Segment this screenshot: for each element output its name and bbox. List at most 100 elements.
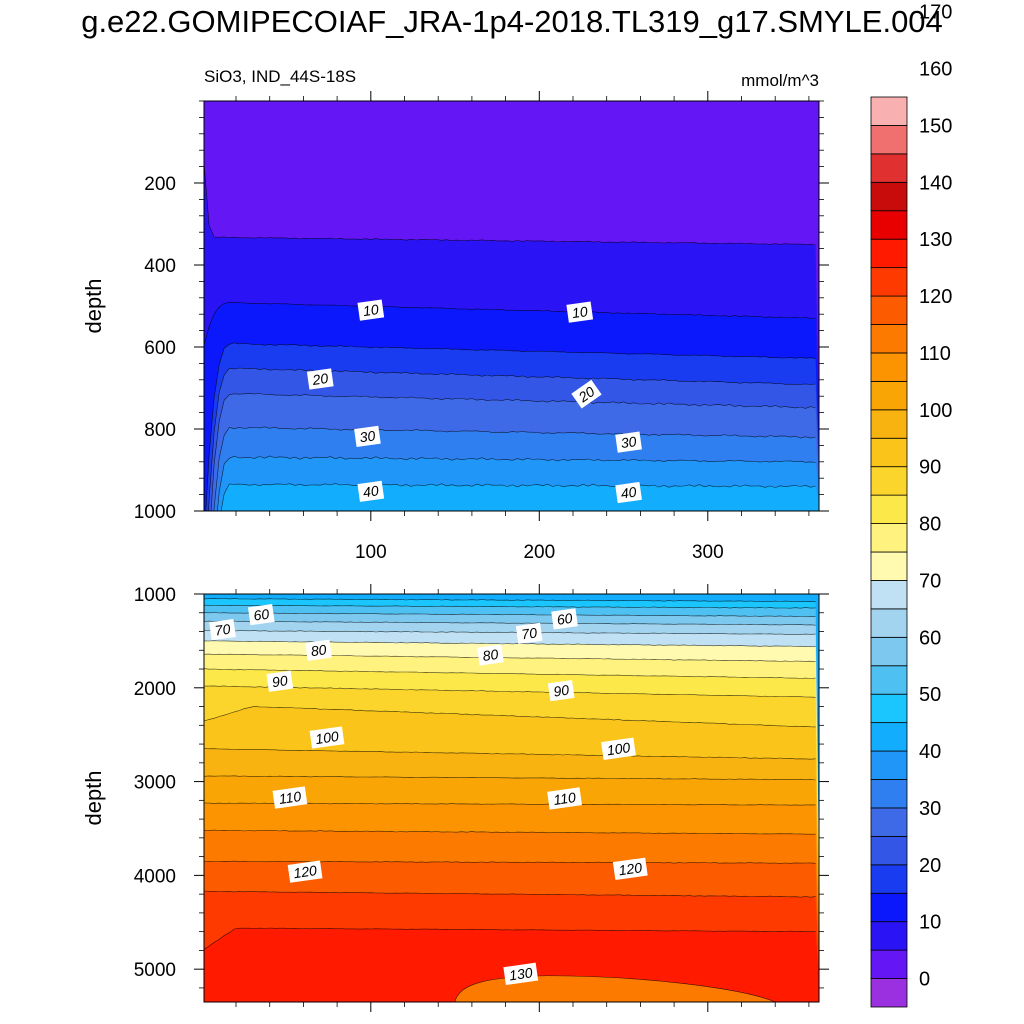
bottom-y-axis-label: depth xyxy=(81,770,106,825)
contour-label-text: 30 xyxy=(620,433,638,451)
contour-label-text: 120 xyxy=(292,862,318,881)
contour-label: 110 xyxy=(272,786,308,809)
contour-label-box xyxy=(357,299,385,321)
colorbar-swatch xyxy=(870,779,908,809)
contour-line xyxy=(220,483,816,511)
contour-label: 130 xyxy=(503,962,539,986)
colorbar-label: 60 xyxy=(919,627,941,649)
contour-label-box xyxy=(503,962,539,986)
contour-line xyxy=(204,630,816,635)
colorbar-label: 130 xyxy=(919,229,952,251)
contour-label: 30 xyxy=(615,431,642,453)
colorbar-swatch xyxy=(870,864,908,894)
contour-label-text: 30 xyxy=(359,427,377,445)
y-tick-label: 200 xyxy=(144,174,176,195)
contour-line xyxy=(204,890,816,898)
contour-label-box xyxy=(515,622,543,645)
colorbar-swatch xyxy=(870,238,908,269)
colorbar-label: 10 xyxy=(919,912,941,934)
contour-label-box xyxy=(287,860,323,883)
contour-label: 60 xyxy=(551,608,578,630)
colorbar-swatch xyxy=(870,949,908,979)
y-tick-label: 4000 xyxy=(134,866,176,887)
colorbar-swatch xyxy=(870,580,908,610)
colorbar-label: 50 xyxy=(919,684,941,706)
colorbar-label: 80 xyxy=(919,514,941,536)
x-tick-label: 300 xyxy=(692,542,724,563)
colorbar-swatch xyxy=(870,693,908,724)
colorbar-label: 0 xyxy=(919,969,930,991)
contour-label-box xyxy=(357,480,385,502)
contour-label-box xyxy=(354,425,381,447)
bottom-panel: 1000 2000 3000 4000 5000 60 60 70 70 80 80 90 90 100… xyxy=(81,584,829,1012)
contour-label-box xyxy=(551,608,578,630)
y-tick-label: 800 xyxy=(144,420,176,441)
contour-line xyxy=(204,860,816,864)
colorbar-swatch xyxy=(870,807,908,837)
y-tick-label: 2000 xyxy=(134,679,176,700)
colorbar-swatch xyxy=(870,181,908,212)
contour-band xyxy=(454,975,776,1002)
colorbar-swatch xyxy=(870,380,908,411)
contour-label: 70 xyxy=(515,622,543,645)
colorbar-swatch xyxy=(870,153,908,183)
contour-label: 10 xyxy=(566,301,594,323)
colorbar-swatch xyxy=(870,466,908,496)
contour-label-text: 40 xyxy=(362,482,380,500)
contour-label: 40 xyxy=(357,480,385,502)
contour-label-text: 80 xyxy=(310,641,328,659)
contour-label: 70 xyxy=(209,619,236,641)
x-tick-label: 100 xyxy=(355,542,387,563)
colorbar-label: 140 xyxy=(919,172,952,194)
colorbar-swatch xyxy=(870,210,908,240)
colorbar-swatch xyxy=(870,892,908,923)
contour-line xyxy=(204,748,816,760)
colorbar-swatch xyxy=(870,665,908,695)
contour-label-text: 100 xyxy=(314,728,340,747)
top-plot-frame xyxy=(203,100,820,512)
contour-line xyxy=(204,829,816,835)
contour-label: 20 xyxy=(306,368,334,390)
contour-label: 110 xyxy=(547,787,582,810)
y-tick-label: 600 xyxy=(144,338,176,359)
contour-label-text: 90 xyxy=(271,672,289,690)
colorbar-swatch xyxy=(870,125,908,155)
contour-label-text: 70 xyxy=(214,621,232,639)
colorbar-label: 40 xyxy=(919,741,941,763)
contour-label-text: 10 xyxy=(362,301,380,319)
colorbar-swatch xyxy=(870,608,908,638)
contour-line xyxy=(204,604,816,609)
contour-line xyxy=(204,640,816,648)
contour-label-text: 60 xyxy=(252,606,270,624)
y-tick-label: 1000 xyxy=(134,585,176,606)
contour-label-text: 70 xyxy=(520,624,538,642)
colorbar-swatch xyxy=(870,750,908,780)
contour-label-box xyxy=(571,379,602,409)
contour-line xyxy=(204,775,816,781)
contour-label-text: 60 xyxy=(556,610,574,628)
contour-line xyxy=(204,620,816,626)
contour-label-text: 110 xyxy=(552,789,577,808)
contour-label-box xyxy=(247,604,275,626)
contour-label-box xyxy=(601,737,636,760)
contour-line xyxy=(204,927,816,950)
contour-label-text: 120 xyxy=(618,859,644,878)
colorbar-label: 70 xyxy=(919,570,941,592)
contour-label-box xyxy=(266,670,294,692)
colorbar-label: 160 xyxy=(919,59,952,81)
contour-line xyxy=(204,705,816,728)
contour-label-text: 100 xyxy=(606,739,632,758)
colorbar-swatch xyxy=(870,636,908,667)
colorbar-swatch xyxy=(870,835,908,866)
contour-line xyxy=(204,653,816,662)
contour-label-text: 110 xyxy=(278,788,303,807)
contour-label: 120 xyxy=(287,860,323,883)
contour-label-box xyxy=(615,431,642,453)
contour-label: 100 xyxy=(309,726,345,749)
contour-line xyxy=(204,612,816,618)
contour-line xyxy=(204,598,816,603)
y-tick-label: 5000 xyxy=(134,960,176,981)
contour-label-box xyxy=(305,639,332,661)
top-left-subtitle: SiO3, IND_44S-18S xyxy=(204,67,356,86)
colorbar-swatch xyxy=(870,324,908,354)
